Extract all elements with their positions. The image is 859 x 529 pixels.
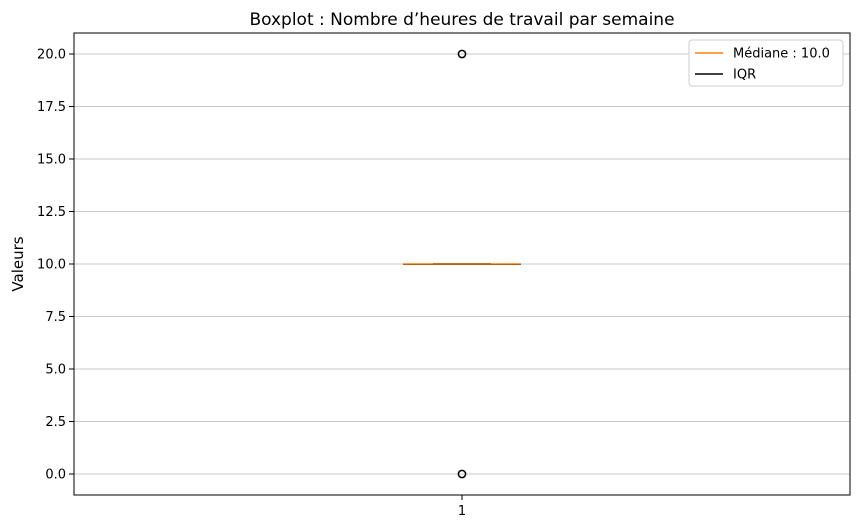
legend: Médiane : 10.0 IQR	[688, 39, 844, 87]
y-tick-label: 7.5	[45, 310, 66, 325]
y-tick-label: 10.0	[37, 258, 66, 273]
y-tick-label: 0.0	[45, 468, 66, 483]
y-axis-ticks: 0.0 2.5 5.0 7.5 10.0 12.5 15.0 17.5 20.0	[37, 48, 74, 483]
box-group	[403, 49, 521, 479]
y-tick-label: 2.5	[45, 415, 66, 430]
outlier-point	[457, 49, 467, 59]
legend-frame	[688, 39, 844, 87]
outlier-point	[457, 469, 467, 479]
y-tick-label: 20.0	[37, 48, 66, 63]
legend-label: IQR	[733, 68, 756, 83]
y-tick-label: 17.5	[37, 100, 66, 115]
y-tick-label: 12.5	[37, 205, 66, 220]
y-tick-label: 15.0	[37, 153, 66, 168]
y-tick-label: 5.0	[45, 363, 66, 378]
legend-label: Médiane : 10.0	[733, 47, 830, 62]
chart-title: Boxplot : Nombre d’heures de travail par…	[249, 10, 674, 30]
x-tick-label: 1	[458, 504, 466, 519]
x-axis-ticks: 1	[458, 495, 466, 519]
y-axis-label: Valeurs	[9, 236, 27, 291]
